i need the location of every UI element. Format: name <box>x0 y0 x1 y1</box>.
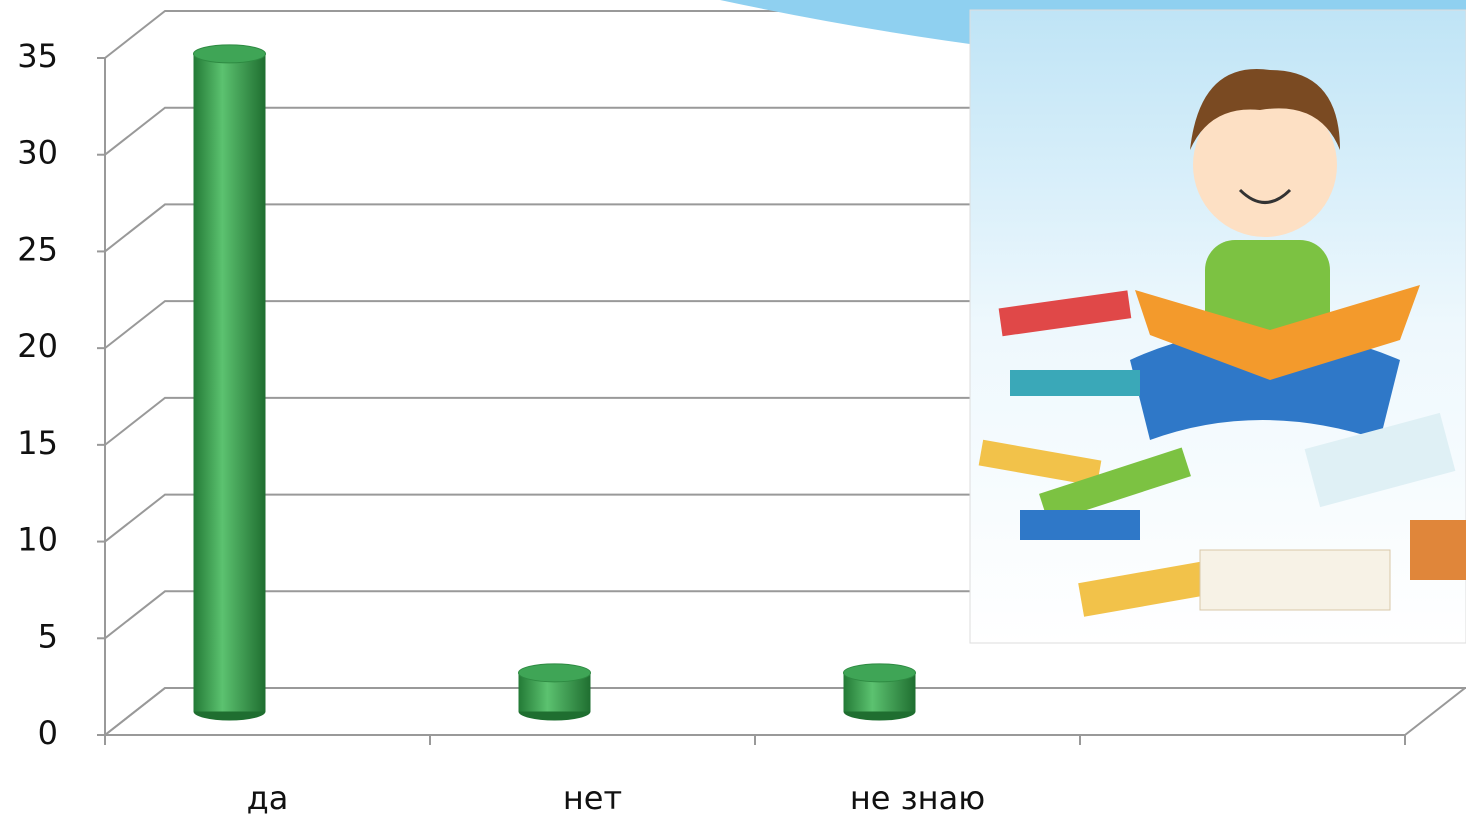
book <box>1020 510 1140 540</box>
book <box>1039 447 1191 523</box>
y-tick-label: 30 <box>17 134 58 172</box>
boy-head <box>1193 93 1337 237</box>
illustration <box>969 9 1466 644</box>
x-tick-label: нет <box>563 779 622 817</box>
bar-top <box>843 663 916 683</box>
y-tick-label: 5 <box>38 617 58 655</box>
grid-line <box>104 687 1466 736</box>
y-tick-label: 25 <box>17 230 58 268</box>
book <box>1199 549 1391 611</box>
bar-top <box>193 44 266 64</box>
book <box>978 439 1102 487</box>
y-tick-label: 20 <box>17 327 58 365</box>
book <box>1078 557 1232 617</box>
book <box>1304 412 1456 508</box>
y-tick-label: 15 <box>17 424 58 462</box>
boy-hair <box>1190 69 1340 150</box>
book <box>1410 520 1466 580</box>
bars <box>193 44 916 721</box>
y-tick-label: 10 <box>17 521 58 559</box>
book <box>1010 370 1140 396</box>
y-tick-label: 35 <box>17 37 58 75</box>
x-tick-label: не знаю <box>850 779 985 817</box>
boy-smile <box>1238 188 1292 204</box>
floor <box>104 687 1466 736</box>
book <box>998 290 1132 337</box>
bar-top <box>518 663 591 683</box>
bar <box>193 53 266 712</box>
y-tick-label: 0 <box>38 714 58 752</box>
x-tick-label: да <box>247 779 289 817</box>
open-book <box>1135 285 1420 380</box>
